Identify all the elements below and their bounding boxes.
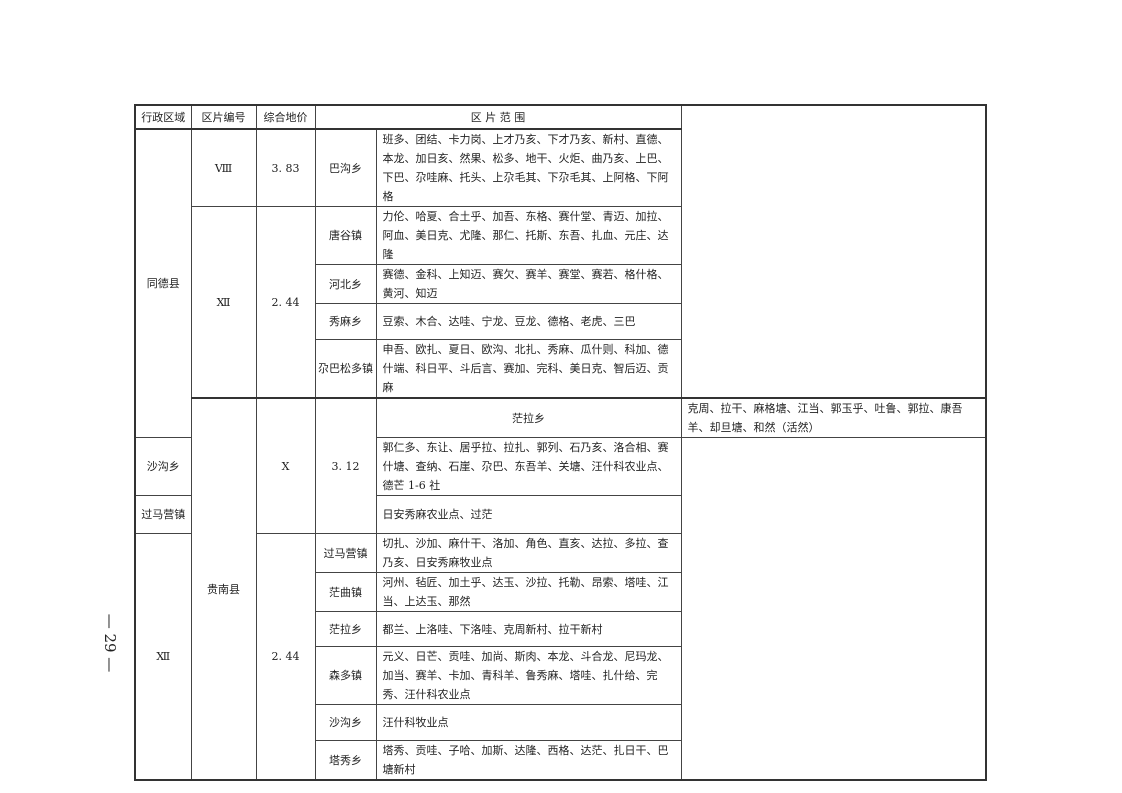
- table-row: 沙沟乡 郭仁多、东让、居乎拉、拉扎、郭列、石乃亥、洛合相、赛什塘、查纳、石崖、尕…: [134, 437, 986, 496]
- table-row: 森多镇 元义、日芒、贡哇、加尚、斯肉、本龙、斗合龙、尼玛龙、加当、赛羊、卡加、青…: [135, 646, 986, 705]
- table-row: 茫曲镇 河州、毡匠、加土乎、达玉、沙拉、托勒、昂索、塔哇、江当、上达玉、那然: [135, 572, 986, 612]
- header-range: 区 片 范 围: [314, 104, 682, 130]
- town-cell: 茫拉乡: [375, 397, 682, 438]
- town-cell: 过马营镇: [314, 533, 377, 573]
- header-price: 综合地价: [255, 104, 316, 130]
- town-cell: 巴沟乡: [314, 128, 377, 207]
- villages-cell: 郭仁多、东让、居乎拉、拉扎、郭列、石乃亥、洛合相、赛什塘、查纳、石崖、尕巴、东吾…: [375, 437, 682, 496]
- table-row: 沙沟乡 汪什科牧业点: [135, 704, 986, 741]
- price-cell: 3. 83: [255, 128, 316, 207]
- town-cell: 茫拉乡: [314, 611, 377, 647]
- villages-cell: 日安秀麻农业点、过茫: [375, 495, 682, 534]
- header-row: 行政区域 区片编号 综合地价 区 片 范 围: [134, 104, 986, 130]
- town-cell: 沙沟乡: [314, 704, 377, 741]
- villages-cell: 塔秀、贡哇、子哈、加斯、达隆、西格、达茫、扎日干、巴塘新村: [375, 740, 682, 781]
- zone-no-cell: Ⅻ: [134, 533, 192, 781]
- header-region: 行政区域: [134, 104, 192, 130]
- table-row: 贵南县 Ⅹ 3. 12 茫拉乡 克周、拉干、麻格塘、江当、郭玉乎、吐鲁、郭拉、康…: [135, 397, 987, 781]
- town-cell: 尕巴松多镇: [314, 339, 377, 399]
- town-cell: 森多镇: [314, 646, 377, 705]
- town-cell: 秀麻乡: [314, 303, 377, 340]
- page-number: — 29 —: [101, 613, 119, 673]
- town-cell: 过马营镇: [134, 495, 192, 534]
- town-cell: 唐谷镇: [314, 206, 377, 265]
- town-cell: 塔秀乡: [314, 740, 377, 781]
- table-row: Ⅻ 2. 44 过马营镇 切扎、沙加、麻什干、洛加、角色、直亥、达拉、多拉、查乃…: [134, 533, 986, 781]
- town-cell: 河北乡: [314, 264, 377, 304]
- table-row: 尕巴松多镇 申吾、欧扎、夏日、欧沟、北扎、秀麻、瓜什则、科加、德什端、科日平、斗…: [135, 339, 986, 399]
- villages-cell: 克周、拉干、麻格塘、江当、郭玉乎、吐鲁、郭拉、康吾羊、却旦塘、和然（活然）: [680, 397, 987, 438]
- villages-cell: 赛德、金科、上知迈、赛欠、赛羊、赛堂、赛若、格什格、黄河、知迈: [375, 264, 682, 304]
- villages-cell: 切扎、沙加、麻什干、洛加、角色、直亥、达拉、多拉、查乃亥、日安秀麻牧业点: [375, 533, 682, 573]
- county-cell: 同德县: [134, 128, 192, 438]
- zone-no-cell: Ⅷ: [190, 128, 257, 207]
- table-row: 过马营镇 日安秀麻农业点、过茫: [134, 495, 986, 534]
- town-cell: 茫曲镇: [314, 572, 377, 612]
- land-price-zone-table: 行政区域 区片编号 综合地价 区 片 范 围 同德县 Ⅷ 3. 83 巴沟乡 班…: [134, 104, 987, 781]
- villages-cell: 元义、日芒、贡哇、加尚、斯肉、本龙、斗合龙、尼玛龙、加当、赛羊、卡加、青科羊、鲁…: [375, 646, 682, 705]
- zone-no-cell: Ⅹ: [255, 397, 316, 534]
- table-row: 秀麻乡 豆索、木合、达哇、宁龙、豆龙、德格、老虎、三巴: [135, 303, 986, 340]
- villages-cell: 都兰、上洛哇、下洛哇、克周新村、拉干新村: [375, 611, 682, 647]
- county-cell: 贵南县: [190, 397, 257, 781]
- price-cell: 3. 12: [314, 397, 377, 534]
- villages-cell: 申吾、欧扎、夏日、欧沟、北扎、秀麻、瓜什则、科加、德什端、科日平、斗后言、赛加、…: [375, 339, 682, 399]
- table-row: Ⅻ 2. 44 唐谷镇 力伦、哈夏、合土乎、加吾、东格、赛什堂、青迈、加拉、阿血…: [135, 206, 986, 399]
- table-row: 河北乡 赛德、金科、上知迈、赛欠、赛羊、赛堂、赛若、格什格、黄河、知迈: [135, 264, 986, 304]
- villages-cell: 力伦、哈夏、合土乎、加吾、东格、赛什堂、青迈、加拉、阿血、美日克、尤隆、那仁、托…: [375, 206, 682, 265]
- town-cell: 沙沟乡: [134, 437, 192, 496]
- villages-cell: 河州、毡匠、加土乎、达玉、沙拉、托勒、昂索、塔哇、江当、上达玉、那然: [375, 572, 682, 612]
- header-zone-no: 区片编号: [190, 104, 257, 130]
- villages-cell: 班多、团结、卡力岗、上才乃亥、下才乃亥、新村、直德、本龙、加日亥、然果、松多、地…: [375, 128, 682, 207]
- zone-no-cell: Ⅻ: [190, 206, 257, 399]
- price-cell: 2. 44: [255, 533, 316, 781]
- villages-cell: 豆索、木合、达哇、宁龙、豆龙、德格、老虎、三巴: [375, 303, 682, 340]
- table-row: 塔秀乡 塔秀、贡哇、子哈、加斯、达隆、西格、达茫、扎日干、巴塘新村: [135, 740, 986, 781]
- table-row: 同德县 Ⅷ 3. 83 巴沟乡 班多、团结、卡力岗、上才乃亥、下才乃亥、新村、直…: [134, 128, 986, 438]
- villages-cell: 汪什科牧业点: [375, 704, 682, 741]
- price-cell: 2. 44: [255, 206, 316, 399]
